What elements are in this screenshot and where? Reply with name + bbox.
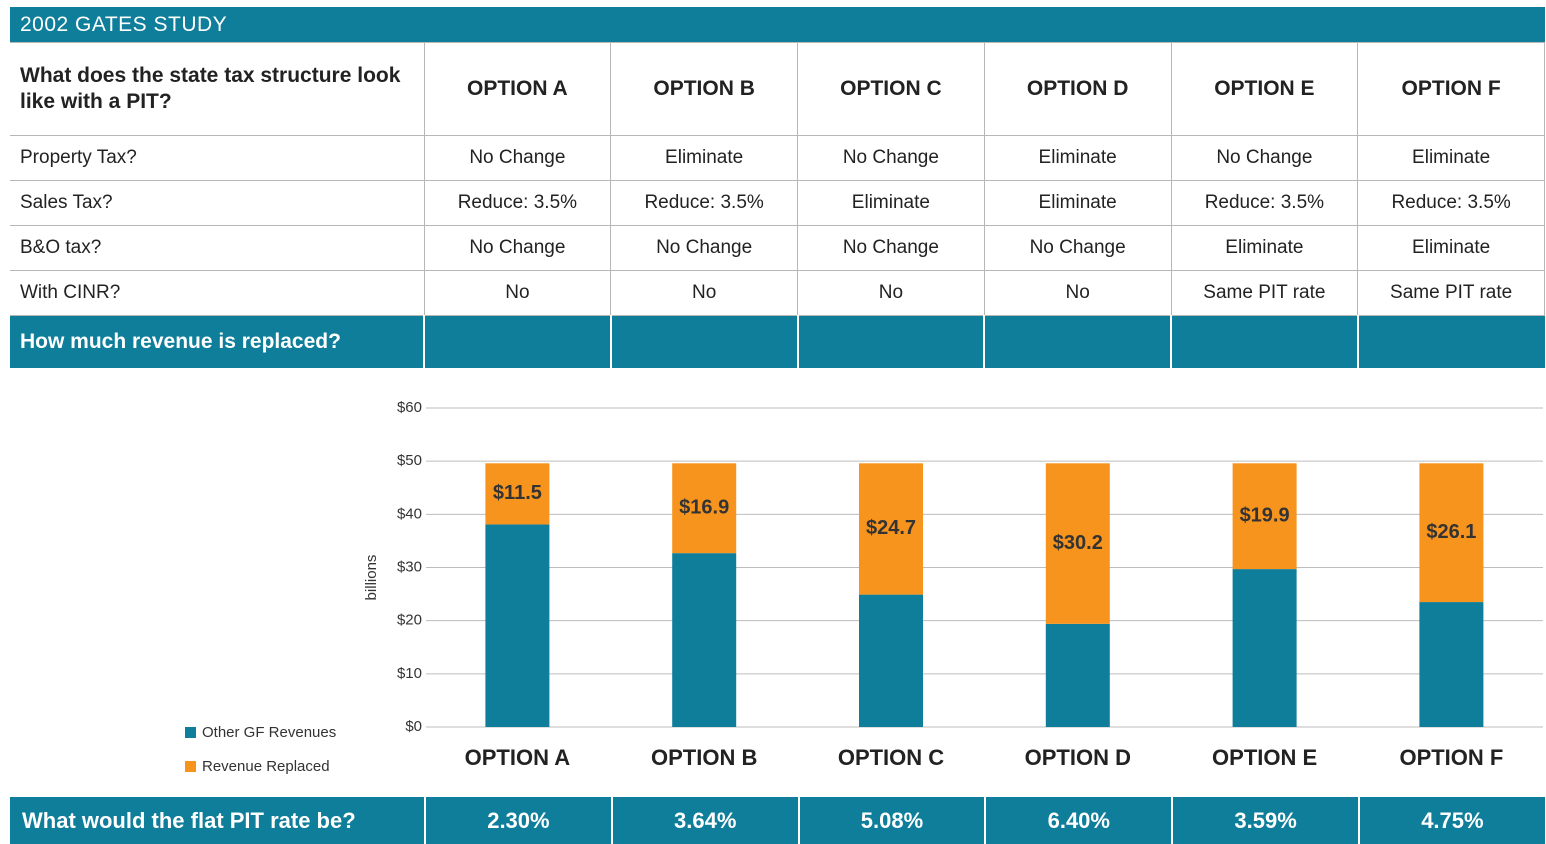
section-cell <box>1356 315 1545 368</box>
table-cell: Eliminate <box>983 135 1172 181</box>
table-cell: No <box>797 270 985 316</box>
y-tick-label: $60 <box>397 399 422 416</box>
bar-segment <box>1232 569 1297 727</box>
table-body: What does the state tax structure look l… <box>10 42 1545 368</box>
y-tick-label: $10 <box>397 665 422 682</box>
column-header: OPTION D <box>983 42 1172 136</box>
footer-label: What would the flat PIT rate be? <box>22 808 356 833</box>
footer-value: 6.40% <box>984 797 1171 844</box>
footer-row: What would the flat PIT rate be? 2.30% 3.6… <box>10 797 1545 844</box>
column-header: OPTION F <box>1357 42 1545 136</box>
bar-segment <box>485 463 550 525</box>
table-cell: Reduce: 3.5% <box>610 180 798 226</box>
table-cell: Reduce: 3.5% <box>423 180 612 226</box>
column-header: OPTION A <box>423 42 612 136</box>
section-cell: How much revenue is replaced? <box>10 315 424 368</box>
data-label: $26.1 <box>1426 521 1476 543</box>
bar-segment <box>859 594 923 727</box>
footer-value: 5.08% <box>797 797 985 844</box>
table-row: Sales Tax? Reduce: 3.5% Reduce: 3.5% Elimin… <box>10 180 1545 226</box>
footer-value: 3.64% <box>610 797 798 844</box>
section-cell <box>796 315 985 368</box>
x-tick-label: OPTION B <box>651 745 757 770</box>
y-tick-label: $40 <box>397 505 422 522</box>
y-tick-label: $50 <box>397 452 422 469</box>
section-cell <box>983 315 1171 368</box>
section-cell <box>609 315 798 368</box>
table-cell: No Change <box>423 135 612 181</box>
bar-segment <box>672 553 737 727</box>
table-cell: No <box>610 270 798 316</box>
chart: $0 $10 $20 $30 $40 $50 $60 billions $11.5 OPTION … <box>185 399 1543 775</box>
table-cell: Eliminate <box>1357 225 1545 271</box>
table-row: B&O tax? No Change No Change No Change No Ch… <box>10 225 1545 271</box>
data-label: $30.2 <box>1053 532 1103 554</box>
y-tick-label: $30 <box>397 558 422 575</box>
table-cell: With CINR? <box>10 270 425 316</box>
table-cell: Eliminate <box>1357 135 1545 181</box>
table-cell: No Change <box>1170 135 1359 181</box>
table-cell: No <box>983 270 1172 316</box>
data-label: $16.9 <box>679 497 729 519</box>
table-cell: Reduce: 3.5% <box>1357 180 1545 226</box>
bar-segment <box>1419 463 1484 603</box>
header-row: What does the state tax structure look l… <box>10 42 1545 136</box>
x-tick-label: OPTION A <box>465 745 571 770</box>
y-tick-label: $20 <box>397 612 422 629</box>
table-row: With CINR? No No No No Same PIT rate Same PIT … <box>10 270 1545 316</box>
table-cell: Eliminate <box>797 180 985 226</box>
table-cell: No <box>423 270 612 316</box>
footer-value: 2.30% <box>424 797 611 844</box>
bar-segment <box>1045 623 1110 727</box>
table-row: Property Tax? No Change Eliminate No Change… <box>10 135 1545 181</box>
options-table: What does the state tax structure look l… <box>10 42 1545 368</box>
table-cell: Eliminate <box>610 135 798 181</box>
legend-label: Revenue Replaced <box>202 758 330 775</box>
y-tick-label: $0 <box>405 718 422 735</box>
header-title: 2002 GATES STUDY <box>10 7 1545 42</box>
column-header: OPTION C <box>797 42 985 136</box>
x-tick-label: OPTION E <box>1212 745 1317 770</box>
legend-swatch <box>185 761 196 772</box>
bar-segment <box>1232 463 1297 570</box>
column-header: OPTION E <box>1170 42 1359 136</box>
y-axis-label: billions <box>363 555 380 601</box>
data-label: $11.5 <box>493 482 542 504</box>
table-cell: No Change <box>797 225 985 271</box>
legend-swatch <box>185 727 196 738</box>
column-header: What does the state tax structure look l… <box>10 42 425 136</box>
table-cell: Eliminate <box>983 180 1172 226</box>
section-cell <box>1170 315 1358 368</box>
section-row: How much revenue is replaced? <box>10 315 1545 368</box>
bar-segment <box>859 463 923 595</box>
x-tick-label: OPTION C <box>838 745 944 770</box>
data-label: $24.7 <box>866 517 916 539</box>
table-cell: Property Tax? <box>10 135 425 181</box>
table-cell: No Change <box>797 135 985 181</box>
table-cell: No Change <box>423 225 612 271</box>
section-cell <box>423 315 611 368</box>
table-cell: B&O tax? <box>10 225 425 271</box>
legend-label: Other GF Revenues <box>202 724 336 741</box>
bar-segment <box>1419 602 1484 727</box>
data-label: $19.9 <box>1240 504 1290 526</box>
table-cell: Eliminate <box>1170 225 1359 271</box>
column-header: OPTION B <box>610 42 798 136</box>
x-tick-label: OPTION F <box>1399 745 1503 770</box>
table-cell: Reduce: 3.5% <box>1170 180 1359 226</box>
footer-value: 4.75% <box>1357 797 1545 844</box>
bar-segment <box>1045 463 1110 624</box>
table-cell: No Change <box>983 225 1172 271</box>
footer-value: 3.59% <box>1171 797 1358 844</box>
bar-segment <box>672 463 737 554</box>
table-cell: Same PIT rate <box>1170 270 1359 316</box>
table-cell: Same PIT rate <box>1357 270 1545 316</box>
bar-segment <box>485 524 550 727</box>
table-cell: No Change <box>610 225 798 271</box>
x-tick-label: OPTION D <box>1025 745 1131 770</box>
table-cell: Sales Tax? <box>10 180 425 226</box>
